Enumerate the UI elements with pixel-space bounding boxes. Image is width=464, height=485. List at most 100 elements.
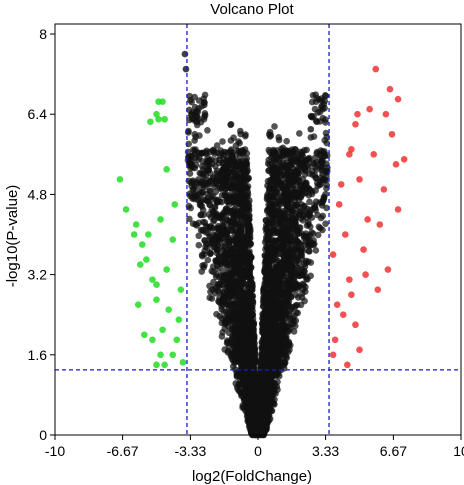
not-significant-point [213,142,221,149]
not-significant-point [266,344,274,351]
not-significant-point [202,149,209,156]
not-significant-point [297,248,305,255]
down-regulated-point [163,266,170,273]
not-significant-point [231,337,238,345]
not-significant-point [295,151,302,158]
not-significant-point [307,206,314,214]
not-significant-point [206,224,213,231]
not-significant-point [263,331,270,339]
not-significant-point [256,409,264,416]
not-significant-point [277,234,285,242]
not-significant-point [301,263,309,270]
not-significant-point [258,430,265,438]
not-significant-point [231,319,239,326]
not-significant-point [242,266,249,274]
not-significant-point [264,320,272,328]
not-significant-point [247,313,254,321]
not-significant-point [216,152,224,160]
not-significant-point [309,230,317,237]
not-significant-point [196,186,204,194]
not-significant-point [233,252,241,260]
not-significant-point [291,202,299,209]
not-significant-point [246,274,253,282]
not-significant-point [282,306,289,314]
not-significant-point [249,334,257,342]
up-regulated-point [354,110,361,118]
not-significant-point [281,255,289,262]
not-significant-point [303,183,311,190]
not-significant-point [250,320,257,328]
not-significant-point [270,267,278,275]
up-regulated-point [348,146,355,153]
up-regulated-point [382,110,390,118]
not-significant-point [197,170,205,177]
up-regulated-point [329,351,337,359]
not-significant-point [196,201,204,209]
up-regulated-point [380,186,388,193]
not-significant-point [238,380,246,388]
not-significant-point [238,324,245,331]
not-significant-point [303,275,310,283]
not-significant-point [320,100,328,108]
down-regulated-point [116,176,124,183]
not-significant-point [283,154,291,161]
not-significant-point [232,142,240,149]
down-regulated-point [169,351,177,359]
down-regulated-point [141,331,148,339]
not-significant-point [319,105,327,113]
up-regulated-point [366,105,373,113]
not-significant-point [230,292,237,299]
down-regulated-point [147,118,154,126]
not-significant-point [244,281,252,288]
not-significant-point [319,226,326,234]
not-significant-point [322,129,330,137]
not-significant-point [262,302,270,309]
not-significant-point [243,355,251,363]
not-significant-point [214,224,222,231]
not-significant-point [299,280,307,288]
not-significant-point [197,226,205,234]
down-regulated-point [138,241,146,248]
not-significant-point [224,198,232,206]
not-significant-point [310,113,317,120]
not-significant-point [251,407,259,415]
up-regulated-point [339,311,347,319]
not-significant-point [204,256,212,264]
down-regulated-point [134,301,142,308]
not-significant-point [235,162,243,169]
not-significant-point [305,247,313,255]
not-significant-point [271,123,278,130]
not-significant-point [323,204,330,212]
down-regulated-point [163,166,170,173]
not-significant-point [276,299,284,306]
y-tick-label: 1.6 [28,347,48,363]
not-significant-point [312,164,319,171]
not-significant-point [211,203,219,210]
not-significant-point [221,325,229,332]
not-significant-point [268,151,276,158]
not-significant-point [292,291,300,299]
not-significant-point [256,401,264,408]
not-significant-point [204,127,211,134]
not-significant-point [231,229,238,237]
not-significant-point [228,161,235,168]
x-tick-label: 0 [254,443,262,459]
not-significant-point [294,285,302,292]
not-significant-point [313,118,321,126]
down-regulated-point [161,115,168,123]
not-significant-point [224,260,232,267]
not-significant-point [208,193,215,201]
not-significant-point [264,246,272,253]
not-significant-point [287,233,295,241]
not-significant-point [245,216,253,224]
not-significant-point [185,129,192,136]
y-tick-label: 4.8 [28,186,48,202]
not-significant-point [214,241,222,249]
not-significant-point [225,315,233,323]
not-significant-point [279,223,287,230]
not-significant-point [258,339,266,346]
not-significant-point [319,148,326,155]
not-significant-point [242,132,249,140]
not-significant-point [228,246,235,253]
down-regulated-point [136,261,144,268]
